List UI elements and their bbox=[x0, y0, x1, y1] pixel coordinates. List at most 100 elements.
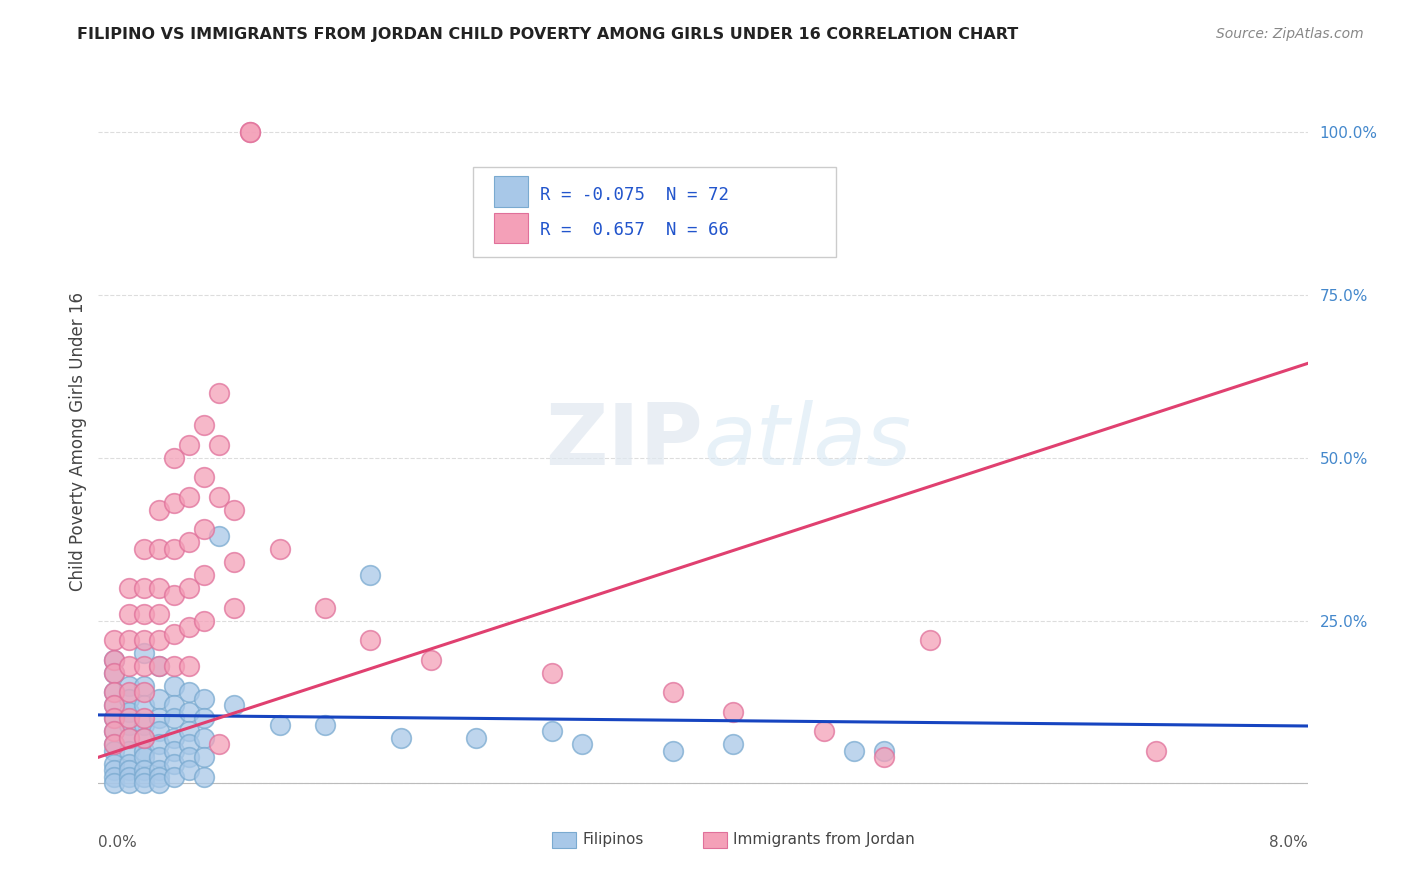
Point bbox=[420, 652, 443, 666]
Point bbox=[193, 568, 215, 582]
Point bbox=[118, 659, 141, 673]
Point bbox=[269, 541, 291, 556]
Text: R = -0.075  N = 72: R = -0.075 N = 72 bbox=[540, 186, 728, 204]
Point bbox=[208, 529, 231, 543]
Point bbox=[179, 659, 201, 673]
Point bbox=[103, 698, 125, 713]
Point bbox=[148, 607, 170, 621]
Point bbox=[103, 633, 125, 648]
Text: 0.0%: 0.0% bbox=[98, 835, 138, 850]
Point bbox=[179, 685, 201, 699]
Point bbox=[103, 776, 125, 790]
Point bbox=[118, 731, 141, 745]
Point bbox=[132, 776, 155, 790]
Point bbox=[163, 450, 186, 465]
Point bbox=[360, 633, 382, 648]
Point bbox=[193, 711, 215, 725]
Point bbox=[118, 731, 141, 745]
Point bbox=[103, 724, 125, 739]
Point bbox=[118, 717, 141, 731]
Point bbox=[163, 756, 186, 771]
Point bbox=[723, 737, 745, 751]
Point bbox=[148, 541, 170, 556]
Point bbox=[103, 685, 125, 699]
Text: Filipinos: Filipinos bbox=[582, 832, 644, 847]
Text: ZIP: ZIP bbox=[546, 400, 703, 483]
Point bbox=[723, 705, 745, 719]
Point bbox=[103, 698, 125, 713]
Point bbox=[103, 744, 125, 758]
Point bbox=[224, 503, 246, 517]
Point bbox=[118, 691, 141, 706]
Point bbox=[193, 523, 215, 537]
Point bbox=[118, 744, 141, 758]
Point bbox=[148, 633, 170, 648]
Point bbox=[118, 776, 141, 790]
Point bbox=[193, 470, 215, 484]
Point bbox=[132, 764, 155, 778]
Point bbox=[132, 770, 155, 784]
Point bbox=[163, 731, 186, 745]
Point bbox=[179, 705, 201, 719]
Point bbox=[193, 731, 215, 745]
Point bbox=[103, 652, 125, 666]
Point bbox=[132, 646, 155, 660]
Point bbox=[179, 438, 201, 452]
Point bbox=[148, 724, 170, 739]
Point bbox=[103, 770, 125, 784]
Point bbox=[224, 600, 246, 615]
Point bbox=[193, 750, 215, 764]
Point bbox=[163, 744, 186, 758]
Point bbox=[360, 568, 382, 582]
Point bbox=[103, 764, 125, 778]
Point bbox=[118, 764, 141, 778]
Point bbox=[540, 665, 562, 680]
Bar bbox=[494, 212, 527, 243]
Point bbox=[208, 385, 231, 400]
Point bbox=[103, 724, 125, 739]
Point bbox=[179, 724, 201, 739]
Point bbox=[179, 620, 201, 634]
Point bbox=[179, 737, 201, 751]
Point bbox=[118, 679, 141, 693]
Point bbox=[132, 679, 155, 693]
Point bbox=[269, 717, 291, 731]
Point bbox=[193, 614, 215, 628]
Point bbox=[132, 711, 155, 725]
Point bbox=[118, 685, 141, 699]
Point bbox=[193, 418, 215, 433]
Point bbox=[661, 685, 683, 699]
Point bbox=[132, 744, 155, 758]
Point bbox=[1146, 744, 1168, 758]
Bar bbox=[551, 831, 576, 847]
Point bbox=[132, 731, 155, 745]
Point bbox=[132, 541, 155, 556]
Point bbox=[132, 607, 155, 621]
Point bbox=[148, 750, 170, 764]
Point bbox=[314, 600, 336, 615]
Point bbox=[465, 731, 488, 745]
Point bbox=[132, 633, 155, 648]
Point bbox=[540, 724, 562, 739]
Point bbox=[163, 698, 186, 713]
Point bbox=[208, 438, 231, 452]
Point bbox=[844, 744, 866, 758]
Point bbox=[163, 587, 186, 601]
Bar bbox=[494, 177, 527, 207]
Point bbox=[148, 711, 170, 725]
Point bbox=[179, 535, 201, 549]
Point bbox=[148, 691, 170, 706]
Point bbox=[132, 750, 155, 764]
Point bbox=[163, 711, 186, 725]
Point bbox=[179, 750, 201, 764]
Text: Immigrants from Jordan: Immigrants from Jordan bbox=[734, 832, 915, 847]
Point bbox=[163, 679, 186, 693]
Point bbox=[148, 776, 170, 790]
Point bbox=[103, 652, 125, 666]
Point bbox=[163, 770, 186, 784]
Point bbox=[148, 503, 170, 517]
Point bbox=[813, 724, 835, 739]
Text: Source: ZipAtlas.com: Source: ZipAtlas.com bbox=[1216, 27, 1364, 41]
Point bbox=[239, 125, 262, 139]
Text: FILIPINO VS IMMIGRANTS FROM JORDAN CHILD POVERTY AMONG GIRLS UNDER 16 CORRELATIO: FILIPINO VS IMMIGRANTS FROM JORDAN CHILD… bbox=[77, 27, 1018, 42]
